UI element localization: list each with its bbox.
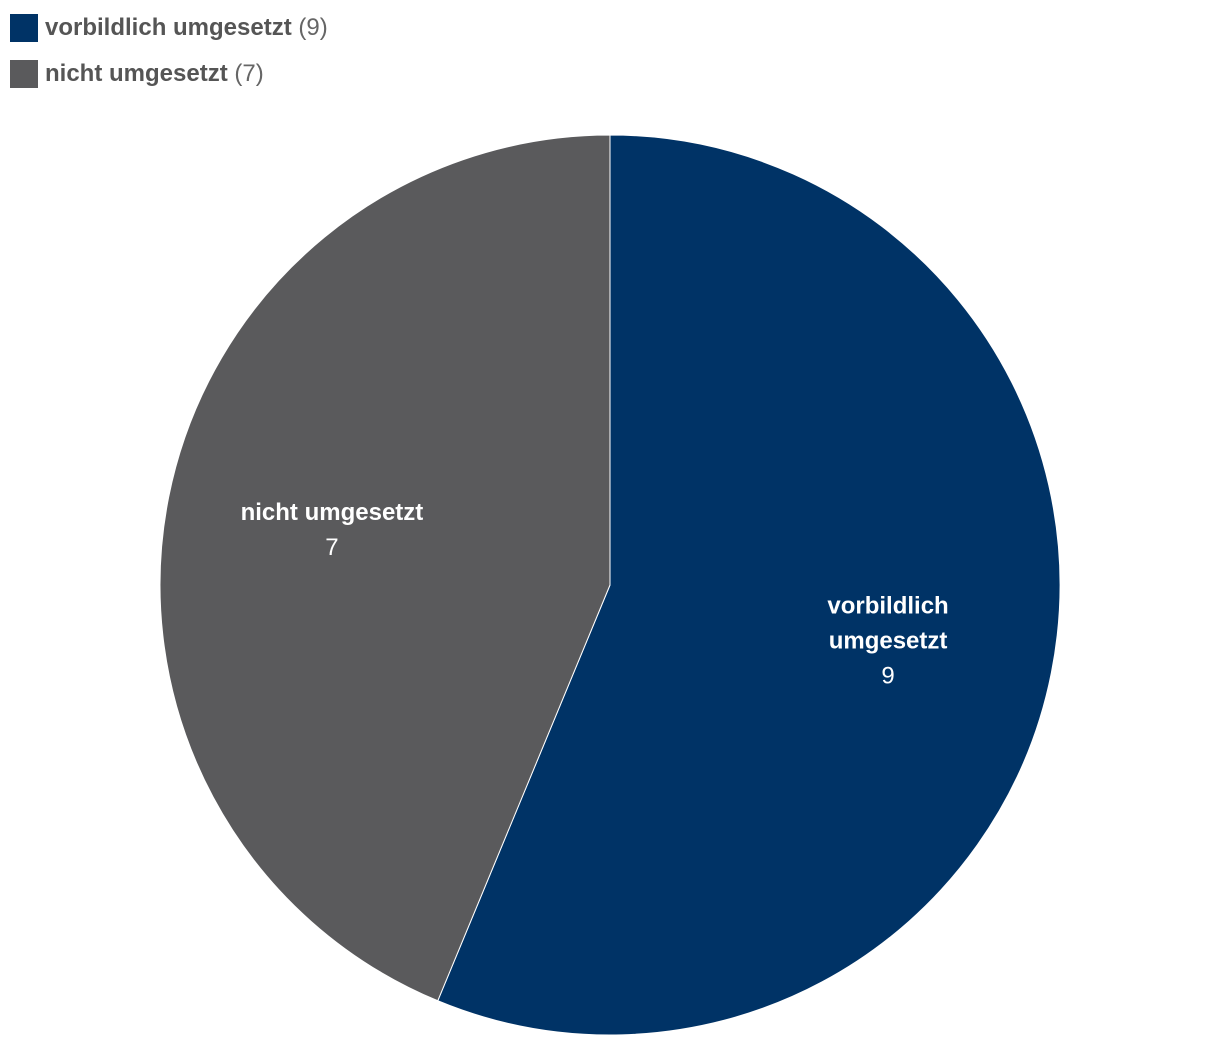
chart-legend: vorbildlich umgesetzt (9) nicht umgesetz… — [10, 12, 328, 104]
legend-name-vorbildlich: vorbildlich umgesetzt — [45, 14, 292, 41]
legend-label-nicht: nicht umgesetzt (7) — [45, 60, 264, 88]
slice-value-label: 7 — [325, 534, 338, 561]
legend-item-vorbildlich[interactable]: vorbildlich umgesetzt (9) — [10, 12, 328, 44]
legend-swatch-vorbildlich — [10, 14, 38, 42]
slice-label-name-line: umgesetzt — [829, 627, 948, 654]
slice-label-name-line: vorbildlich — [827, 592, 948, 619]
legend-label-vorbildlich: vorbildlich umgesetzt (9) — [45, 14, 328, 42]
slice-value-label: 9 — [881, 662, 894, 689]
legend-name-nicht: nicht umgesetzt — [45, 60, 228, 87]
legend-swatch-nicht — [10, 60, 38, 88]
slice-label-nicht: nicht umgesetzt 7 — [241, 499, 424, 561]
legend-count-vorbildlich: (9) — [298, 14, 328, 41]
pie-slice-vorbildlich[interactable] — [437, 134, 1061, 1036]
slice-label-vorbildlich: vorbildlich umgesetzt 9 — [827, 592, 948, 689]
pie-slice-nicht[interactable] — [159, 134, 611, 1002]
slice-label-name-line: nicht umgesetzt — [241, 499, 424, 526]
legend-count-nicht: (7) — [234, 60, 264, 87]
legend-item-nicht[interactable]: nicht umgesetzt (7) — [10, 58, 328, 90]
